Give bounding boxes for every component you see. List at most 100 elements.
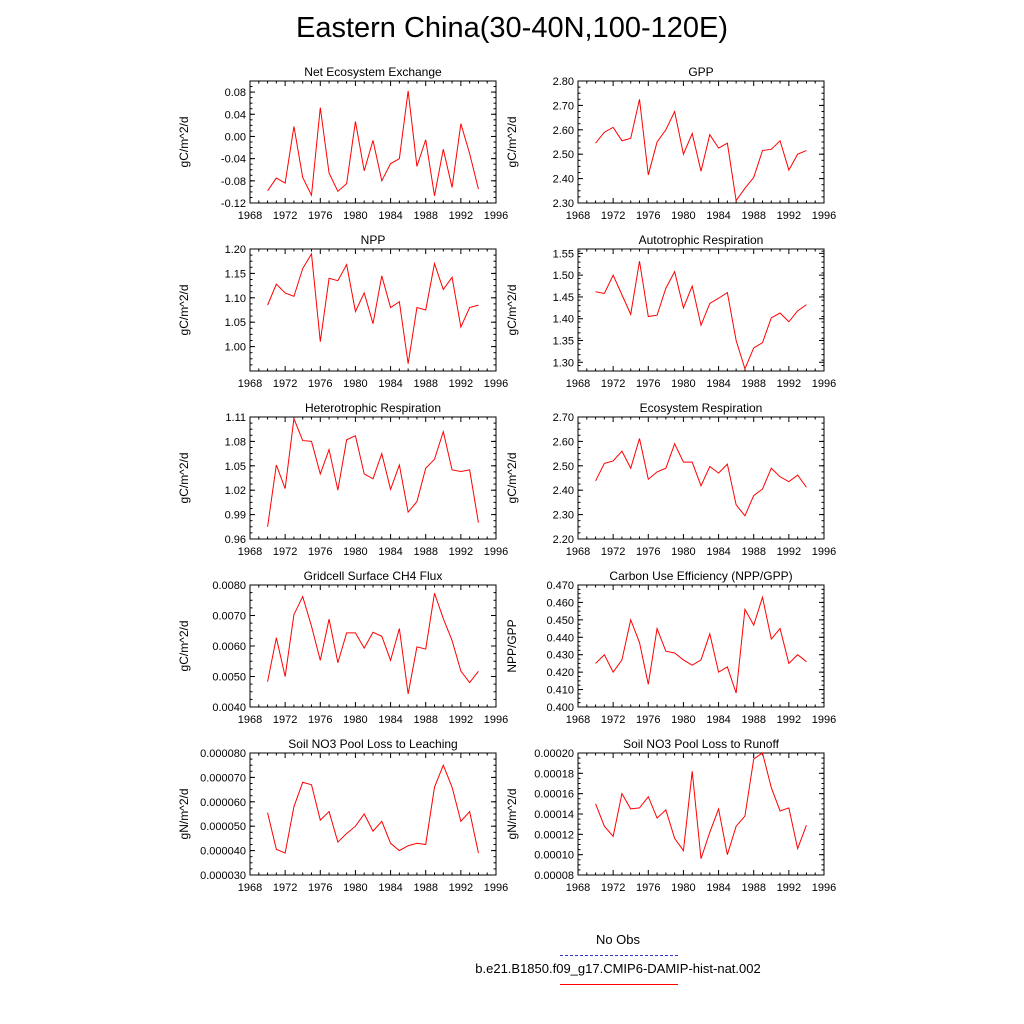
chart-title: Heterotrophic Respiration xyxy=(305,401,441,415)
x-tick-label: 1968 xyxy=(566,210,590,222)
x-tick-label: 1984 xyxy=(378,378,402,390)
y-tick-label: -0.04 xyxy=(221,154,246,166)
x-tick-label: 1992 xyxy=(449,210,473,222)
x-tick-label: 1980 xyxy=(343,714,367,726)
x-tick-label: 1988 xyxy=(741,714,765,726)
x-tick-label: 1988 xyxy=(741,882,765,894)
y-tick-label: 1.50 xyxy=(553,270,574,282)
chart-title: Autotrophic Respiration xyxy=(639,233,764,247)
y-tick-label: 0.08 xyxy=(225,87,246,99)
y-axis-label: gC/m^2/d xyxy=(177,621,191,672)
y-tick-label: 0.00012 xyxy=(534,829,574,841)
x-tick-label: 1996 xyxy=(484,210,508,222)
x-tick-label: 1968 xyxy=(238,378,262,390)
x-tick-label: 1988 xyxy=(741,378,765,390)
x-tick-label: 1980 xyxy=(671,882,695,894)
y-tick-label: 2.30 xyxy=(553,198,574,210)
y-axis-label: gN/m^2/d xyxy=(505,789,519,840)
y-tick-label: 0.00014 xyxy=(534,809,574,821)
y-tick-label: 1.45 xyxy=(553,292,574,304)
y-tick-label: 0.000080 xyxy=(200,748,246,760)
x-tick-label: 1976 xyxy=(636,546,660,558)
y-tick-label: 0.000030 xyxy=(200,870,246,882)
y-axis-label: gC/m^2/d xyxy=(505,117,519,168)
y-tick-label: 0.00018 xyxy=(534,768,574,780)
series-line xyxy=(595,595,807,694)
y-tick-label: 1.30 xyxy=(553,357,574,369)
y-tick-label: 0.000060 xyxy=(200,797,246,809)
plot-frame xyxy=(577,584,825,708)
y-axis-label: gC/m^2/d xyxy=(505,285,519,336)
x-tick-label: 1972 xyxy=(273,882,297,894)
x-tick-label: 1984 xyxy=(706,546,730,558)
x-tick-label: 1968 xyxy=(566,378,590,390)
y-tick-label: 2.30 xyxy=(553,510,574,522)
x-tick-label: 1996 xyxy=(484,546,508,558)
x-tick-label: 1996 xyxy=(812,546,836,558)
chart-title: Ecosystem Respiration xyxy=(640,401,763,415)
y-tick-label: 2.50 xyxy=(553,461,574,473)
y-tick-label: 0.00020 xyxy=(534,748,574,760)
x-tick-label: 1976 xyxy=(308,546,332,558)
y-tick-label: 0.450 xyxy=(546,615,574,627)
x-tick-label: 1988 xyxy=(741,546,765,558)
x-tick-label: 1976 xyxy=(636,210,660,222)
series-line xyxy=(267,252,479,364)
x-tick-label: 1996 xyxy=(484,882,508,894)
y-tick-label: 2.60 xyxy=(553,436,574,448)
x-tick-label: 1992 xyxy=(449,546,473,558)
x-tick-label: 1976 xyxy=(308,714,332,726)
y-tick-label: 2.70 xyxy=(553,412,574,424)
y-tick-label: 0.460 xyxy=(546,597,574,609)
chart-title: Gridcell Surface CH4 Flux xyxy=(304,569,443,583)
y-axis-label: gN/m^2/d xyxy=(177,789,191,840)
y-tick-label: 1.20 xyxy=(225,244,246,256)
x-tick-label: 1980 xyxy=(671,546,695,558)
x-tick-label: 1972 xyxy=(601,546,625,558)
x-tick-label: 1988 xyxy=(741,210,765,222)
page-title: Eastern China(30-40N,100-120E) xyxy=(295,12,729,44)
y-tick-label: 0.00016 xyxy=(534,789,574,801)
x-tick-label: 1980 xyxy=(343,546,367,558)
x-tick-label: 1988 xyxy=(413,378,437,390)
chart-title: NPP xyxy=(361,233,386,247)
y-tick-label: 0.000070 xyxy=(200,772,246,784)
series-line xyxy=(595,261,807,371)
y-tick-label: 0.400 xyxy=(546,702,574,714)
x-tick-label: 1992 xyxy=(449,714,473,726)
y-tick-label: 2.50 xyxy=(553,149,574,161)
y-tick-label: 2.40 xyxy=(553,485,574,497)
x-tick-label: 1968 xyxy=(566,546,590,558)
x-tick-label: 1992 xyxy=(777,714,801,726)
series-line xyxy=(267,90,479,198)
x-tick-label: 1976 xyxy=(308,882,332,894)
y-axis-label: NPP/GPP xyxy=(505,619,519,672)
chart-title: GPP xyxy=(688,65,713,79)
x-tick-label: 1968 xyxy=(238,714,262,726)
x-tick-label: 1980 xyxy=(343,378,367,390)
x-tick-label: 1976 xyxy=(636,378,660,390)
x-tick-label: 1984 xyxy=(706,714,730,726)
y-tick-label: 0.410 xyxy=(546,685,574,697)
plot-frame xyxy=(577,416,825,540)
chart-panel-8: Carbon Use Efficiency (NPP/GPP) 1968 1972 1… xyxy=(505,569,836,726)
y-tick-label: 0.00008 xyxy=(534,870,574,882)
y-tick-label: 2.80 xyxy=(553,76,574,88)
y-tick-label: 1.10 xyxy=(225,293,246,305)
y-tick-label: 0.420 xyxy=(546,667,574,679)
x-tick-label: 1976 xyxy=(308,210,332,222)
x-tick-label: 1972 xyxy=(601,882,625,894)
y-tick-label: 0.0040 xyxy=(212,702,246,714)
x-tick-label: 1984 xyxy=(706,882,730,894)
x-tick-label: 1988 xyxy=(413,882,437,894)
x-tick-label: 1992 xyxy=(449,882,473,894)
y-tick-label: -0.12 xyxy=(221,198,246,210)
chart-panel-4: Autotrophic Respiration 1968 1972 1976 1980 1… xyxy=(505,233,836,390)
x-tick-label: 1980 xyxy=(343,210,367,222)
y-tick-label: 1.05 xyxy=(225,461,246,473)
y-tick-label: 0.0060 xyxy=(212,641,246,653)
chart-panel-6: Ecosystem Respiration 1968 1972 1976 1980 198… xyxy=(505,401,836,558)
chart-title: Soil NO3 Pool Loss to Runoff xyxy=(623,737,780,751)
chart-panel-9: Soil NO3 Pool Loss to Leaching 1968 1972 19… xyxy=(177,737,508,894)
